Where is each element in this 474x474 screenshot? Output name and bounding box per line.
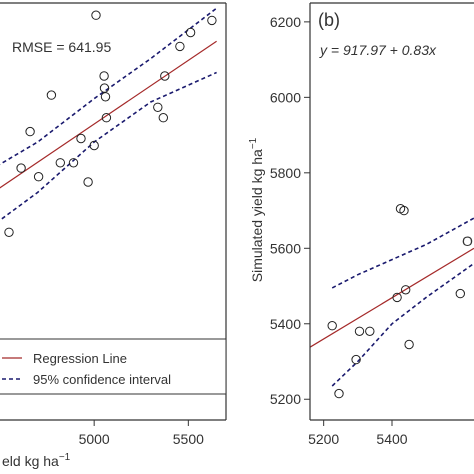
panel-a-ci-upper: [0, 7, 218, 166]
pb-ci-lower-curve: [331, 262, 474, 387]
panel-b-x-axis-label: O: [462, 233, 473, 249]
pa-x-tick-label-0: 5000: [79, 431, 110, 447]
pa-point-11: [46, 90, 57, 100]
panel-b-y-axis-label-sup: −1: [248, 137, 259, 149]
panel-a-ci-lower: [0, 71, 217, 222]
pa-ci-lower-curve: [0, 71, 217, 222]
pb-y-tick-label-2: 5600: [270, 240, 301, 256]
pb-point-3: [354, 326, 365, 336]
pb-regression-segment: [309, 247, 474, 348]
pa-point-2: [185, 27, 196, 38]
legend-label-ci: 95% confidence interval: [33, 372, 171, 387]
legend: Regression Line 95% confidence interval: [0, 338, 227, 395]
pa-point-7: [100, 92, 111, 102]
pa-point-13: [89, 140, 99, 151]
pb-y-tick-label-5: 6200: [270, 14, 301, 30]
pb-point-4: [365, 326, 375, 336]
pa-point-5: [99, 71, 109, 81]
pa-x-tick-label-1: 5500: [173, 431, 204, 447]
pb-y-tick-label-3: 5800: [270, 165, 301, 181]
pb-y-tick-label-4: 6000: [270, 89, 301, 105]
panel-b-annotation: y = 917.97 + 0.83x: [319, 42, 437, 58]
pa-point-19: [16, 163, 26, 173]
pa-point-15: [55, 158, 65, 168]
pb-point-8: [401, 285, 411, 295]
pa-point-3: [175, 41, 185, 52]
pb-x-tick-label-0: 5200: [308, 431, 339, 447]
pb-y-tick-label-1: 5400: [270, 316, 301, 332]
pa-point-1: [207, 15, 217, 26]
panel-a-plot-area: [0, 7, 218, 238]
panel-b-plot-area: [309, 204, 474, 399]
pa-point-9: [153, 102, 163, 113]
pb-point-9: [404, 339, 414, 350]
pa-point-10: [158, 113, 169, 123]
pb-point-10: [455, 288, 465, 299]
pb-point-7: [392, 292, 402, 303]
panel-b-label: (b): [318, 10, 340, 30]
panel-b-ci-upper: [331, 217, 474, 289]
panel-b-points: [327, 204, 465, 399]
panel-a-x-axis-label-main: eld kg ha: [2, 453, 59, 469]
panel-a-annotation: RMSE = 641.95: [12, 39, 111, 55]
legend-label-regression: Regression Line: [33, 351, 127, 366]
panel-b-regression-line: [309, 247, 474, 348]
pa-point-4: [160, 71, 170, 81]
pa-point-12: [76, 133, 86, 144]
panel-a-x-axis-label-sup: −1: [59, 452, 71, 463]
pa-point-14: [25, 126, 35, 137]
pb-point-0: [327, 321, 337, 331]
panel-a: 5000 5500 RMSE = 641.95 Regression Line 9…: [0, 2, 227, 469]
pa-point-8: [101, 113, 112, 123]
pa-ci-upper-curve: [0, 7, 218, 166]
panel-b-y-ticks: 5200 5400 5600 5800 6000 6200: [270, 14, 310, 407]
panel-b-y-axis-label: Simulated yield kg ha−1: [248, 137, 265, 282]
legend-box: [0, 338, 227, 395]
pb-ci-upper-curve: [331, 217, 474, 289]
pb-x-tick-label-1: 5400: [376, 431, 407, 447]
pb-y-tick-label-0: 5200: [270, 391, 301, 407]
pb-point-2: [351, 354, 361, 365]
pa-point-16: [68, 158, 79, 168]
pa-point-17: [33, 172, 44, 182]
panel-a-x-axis-label: eld kg ha−1: [2, 452, 71, 469]
panel-a-regression-line: [0, 40, 217, 189]
panel-b-y-axis-label-main: Simulated yield kg ha: [249, 149, 265, 282]
panel-a-points: [4, 10, 217, 238]
panel-b-x-ticks: 5200 5400: [308, 420, 408, 447]
pb-point-1: [334, 388, 344, 399]
pa-point-18: [83, 177, 93, 187]
pa-regression-segment: [0, 40, 217, 189]
panel-a-x-ticks: 5000 5500: [79, 420, 204, 447]
pa-point-0: [91, 10, 101, 20]
panel-b: 5200 5400 5200 5400 5600 5800 6000 6200 (b) y …: [248, 2, 474, 447]
pb-point-6: [399, 205, 409, 216]
pa-point-20: [4, 227, 14, 238]
panel-b-ci-lower: [331, 262, 474, 387]
